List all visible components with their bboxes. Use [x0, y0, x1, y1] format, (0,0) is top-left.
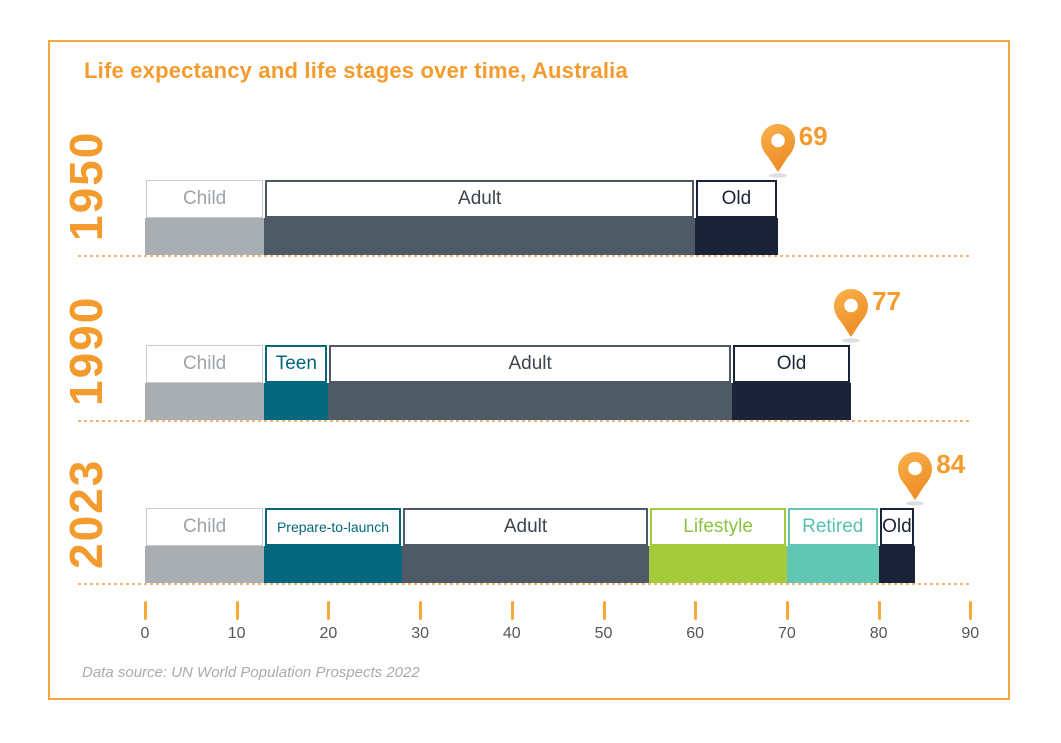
x-axis-tick-label: 90 — [961, 625, 980, 642]
row-baseline-dashed — [78, 420, 972, 422]
map-pin-icon — [898, 452, 933, 506]
map-pin-icon — [834, 289, 869, 343]
life-expectancy-value: 77 — [872, 286, 901, 316]
segment-label-adult: Adult — [265, 180, 695, 218]
x-axis-tick-label: 50 — [594, 625, 613, 642]
segment-label-lifestyle: Lifestyle — [650, 508, 786, 546]
x-axis-tick-label: 10 — [227, 625, 246, 642]
segment-fill-lifestyle — [649, 546, 787, 583]
row-baseline-dashed — [78, 583, 972, 585]
segment-fill-prepare-to-launch — [264, 546, 402, 583]
life-expectancy-pin-icon — [896, 451, 934, 507]
segment-fill-child — [145, 546, 265, 583]
x-axis-tick — [785, 601, 789, 620]
segment-fill-teen — [264, 383, 329, 420]
x-axis-tick — [969, 601, 973, 620]
segment-fill-adult — [264, 218, 696, 255]
year-label: 2023 — [60, 458, 112, 569]
segment-label-retired: Retired — [787, 508, 878, 546]
segment-fill-old — [731, 383, 852, 420]
segment-label-adult: Adult — [329, 345, 731, 383]
data-source-note: Data source: UN World Population Prospec… — [82, 664, 420, 681]
x-axis-tick — [327, 601, 331, 620]
life-expectancy-value: 84 — [936, 449, 966, 479]
segment-label-old: Old — [732, 345, 851, 383]
x-axis-tick-label: 0 — [140, 625, 150, 642]
segment-label-child: Child — [146, 508, 264, 546]
segment-fill-child — [145, 383, 265, 420]
life-expectancy-pin-icon — [832, 288, 870, 344]
segment-label-prepare-to-launch: Prepare-to-launch — [265, 508, 401, 546]
x-axis-tick — [419, 601, 423, 620]
x-axis-tick — [510, 601, 514, 620]
segment-label-child: Child — [146, 180, 264, 218]
segment-fill-old — [878, 546, 916, 583]
x-axis-tick-label: 60 — [686, 625, 705, 642]
segment-fill-child — [145, 218, 265, 255]
segment-label-adult: Adult — [402, 508, 649, 546]
x-axis-tick-label: 70 — [777, 625, 796, 642]
x-axis-tick-label: 40 — [502, 625, 521, 642]
x-axis-tick — [235, 601, 239, 620]
segment-fill-old — [695, 218, 778, 255]
segment-label-child: Child — [146, 345, 264, 383]
x-axis-tick-label: 80 — [869, 625, 888, 642]
segment-label-old: Old — [879, 508, 915, 546]
life-expectancy-value: 69 — [798, 121, 828, 151]
row-baseline-dashed — [78, 255, 972, 257]
segment-fill-retired — [786, 546, 879, 583]
x-axis-tick — [877, 601, 881, 620]
segment-fill-adult — [401, 546, 650, 583]
year-label: 1950 — [60, 130, 112, 241]
map-pin-icon — [760, 124, 795, 178]
segment-fill-adult — [328, 383, 732, 420]
chart-frame-border — [48, 40, 1010, 700]
year-label: 1990 — [60, 295, 112, 406]
segment-label-teen: Teen — [265, 345, 328, 383]
segment-label-old: Old — [696, 180, 777, 218]
x-axis-tick-label: 20 — [319, 625, 338, 642]
chart-title: Life expectancy and life stages over tim… — [84, 58, 628, 83]
x-axis-tick-label: 30 — [411, 625, 429, 642]
life-expectancy-pin-icon — [759, 123, 797, 179]
x-axis-tick — [694, 601, 698, 620]
x-axis-tick — [602, 601, 606, 620]
x-axis-tick — [144, 601, 147, 620]
